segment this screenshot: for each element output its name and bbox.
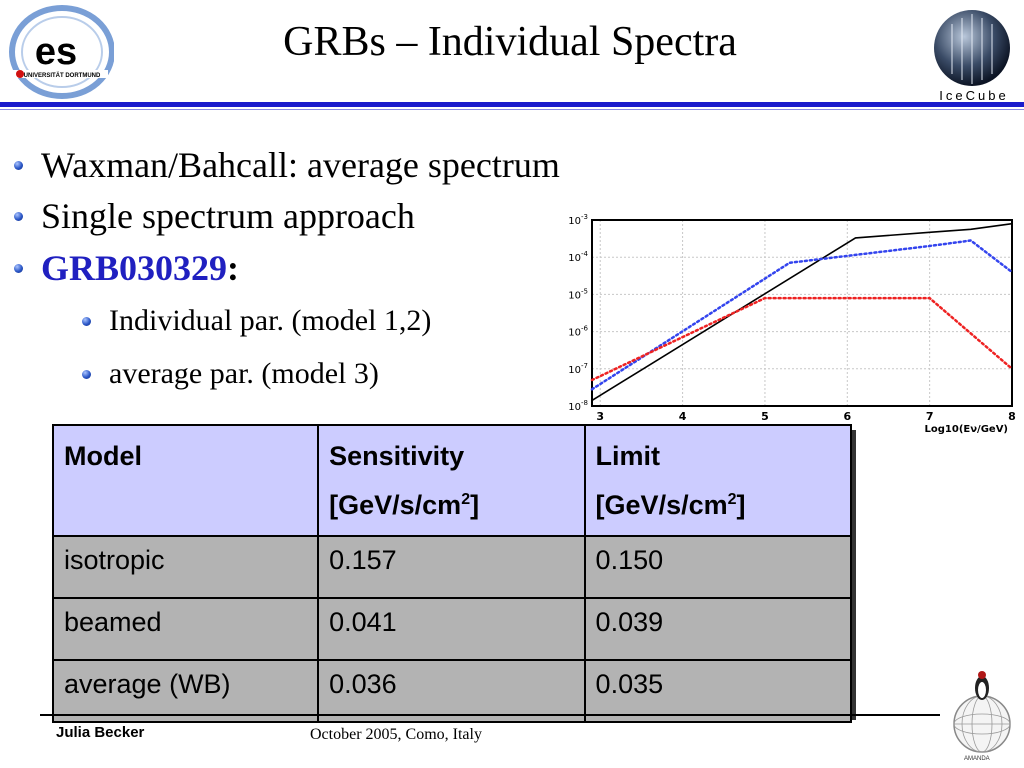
x-tick-label: 7: [926, 410, 934, 423]
chart-frame: [591, 219, 1013, 407]
cell-limit: 0.150: [583, 535, 853, 599]
amanda-logo: AMANDA: [953, 671, 1011, 762]
sub-bullet-icon: [82, 369, 91, 379]
chart-x-label: Log10(Eν/GeV): [925, 424, 1008, 435]
sub-bullet-item: Individual par. (model 1,2): [82, 304, 431, 338]
results-table: Model Sensitivity [GeV/s/cm2] Limit [GeV…: [51, 424, 853, 723]
series-line-2: [590, 239, 1014, 391]
sub-bullet-text: average par. (model 3): [109, 357, 379, 390]
sub-bullet-text: Individual par. (model 1,2): [109, 304, 432, 337]
y-tick-label: 10-7: [568, 362, 588, 376]
table-row: isotropic 0.157 0.150: [51, 535, 853, 599]
page-title: GRBs – Individual Spectra: [283, 19, 737, 65]
x-tick-label: 4: [679, 410, 687, 423]
spectrum-chart: 10-8 10-7 10-6 10-5 10-4 10-3 3 4 5 6 7 8 Log10(Eν…: [568, 214, 1016, 435]
bullet-text: Waxman/Bahcall: average spectrum: [41, 145, 560, 185]
table-row: beamed 0.041 0.039: [51, 597, 853, 661]
y-tick-label: 10-6: [568, 325, 588, 339]
chart-grid: [592, 219, 1013, 407]
bullet-item: GRB030329:: [14, 247, 239, 289]
header-limit: Limit [GeV/s/cm2]: [583, 424, 853, 537]
y-tick-label: 10-5: [568, 287, 588, 301]
icecube-logo: IceCube: [934, 10, 1010, 103]
y-tick-label: 10-8: [568, 399, 588, 413]
cell-sensitivity: 0.036: [317, 659, 586, 723]
footer-date: October 2005, Como, Italy: [310, 726, 482, 743]
y-tick-label: 10-4: [568, 250, 588, 264]
table-header-row: Model Sensitivity [GeV/s/cm2] Limit [GeV…: [51, 424, 853, 537]
x-tick-label: 3: [596, 410, 604, 423]
bullet-text: Single spectrum approach: [41, 196, 415, 236]
cell-model: average (WB): [51, 659, 320, 723]
icecube-logo-text: IceCube: [939, 88, 1008, 103]
x-tick-label: 8: [1008, 410, 1016, 423]
grb-name: GRB030329: [41, 248, 228, 288]
header-rule: [0, 102, 1024, 107]
header-rule-thin: [0, 109, 1024, 110]
table-shadow-right: [852, 430, 856, 720]
cell-model: beamed: [51, 597, 320, 661]
university-logo: es UNIVERSITÄT DORTMUND: [9, 5, 114, 99]
grb-colon: :: [227, 248, 240, 288]
x-tick-label: 6: [843, 410, 851, 423]
cell-limit: 0.039: [583, 597, 853, 661]
bullet-icon: [14, 160, 23, 170]
sub-bullet-item: average par. (model 3): [82, 357, 379, 391]
bullet-item: Waxman/Bahcall: average spectrum: [14, 144, 560, 186]
chart-y-ticks: 10-8 10-7 10-6 10-5 10-4 10-3: [568, 214, 588, 413]
footer-author: Julia Becker: [56, 724, 145, 741]
university-logo-text: es: [35, 31, 77, 73]
cell-limit: 0.035: [583, 659, 853, 723]
series-line-1: [591, 222, 1013, 402]
bullet-icon: [14, 211, 23, 221]
footer-rule: [40, 714, 940, 716]
chart-x-ticks: 3 4 5 6 7 8: [596, 410, 1015, 423]
header-model: Model: [51, 424, 320, 537]
x-tick-label: 5: [761, 410, 769, 423]
cell-sensitivity: 0.041: [317, 597, 586, 661]
chart-series: [590, 222, 1014, 402]
table-row: average (WB) 0.036 0.035: [51, 659, 853, 723]
results-table-wrap: Model Sensitivity [GeV/s/cm2] Limit [GeV…: [51, 424, 853, 723]
bullet-icon: [14, 263, 23, 273]
series-line-3: [590, 296, 1014, 382]
university-logo-subtext: UNIVERSITÄT DORTMUND: [24, 72, 101, 79]
cell-sensitivity: 0.157: [317, 535, 586, 599]
y-tick-label: 10-3: [568, 214, 588, 227]
cell-model: isotropic: [51, 535, 320, 599]
header-sensitivity: Sensitivity [GeV/s/cm2]: [317, 424, 586, 537]
bullet-item: Single spectrum approach: [14, 195, 415, 237]
sub-bullet-icon: [82, 316, 91, 326]
amanda-logo-text: AMANDA: [964, 756, 990, 762]
